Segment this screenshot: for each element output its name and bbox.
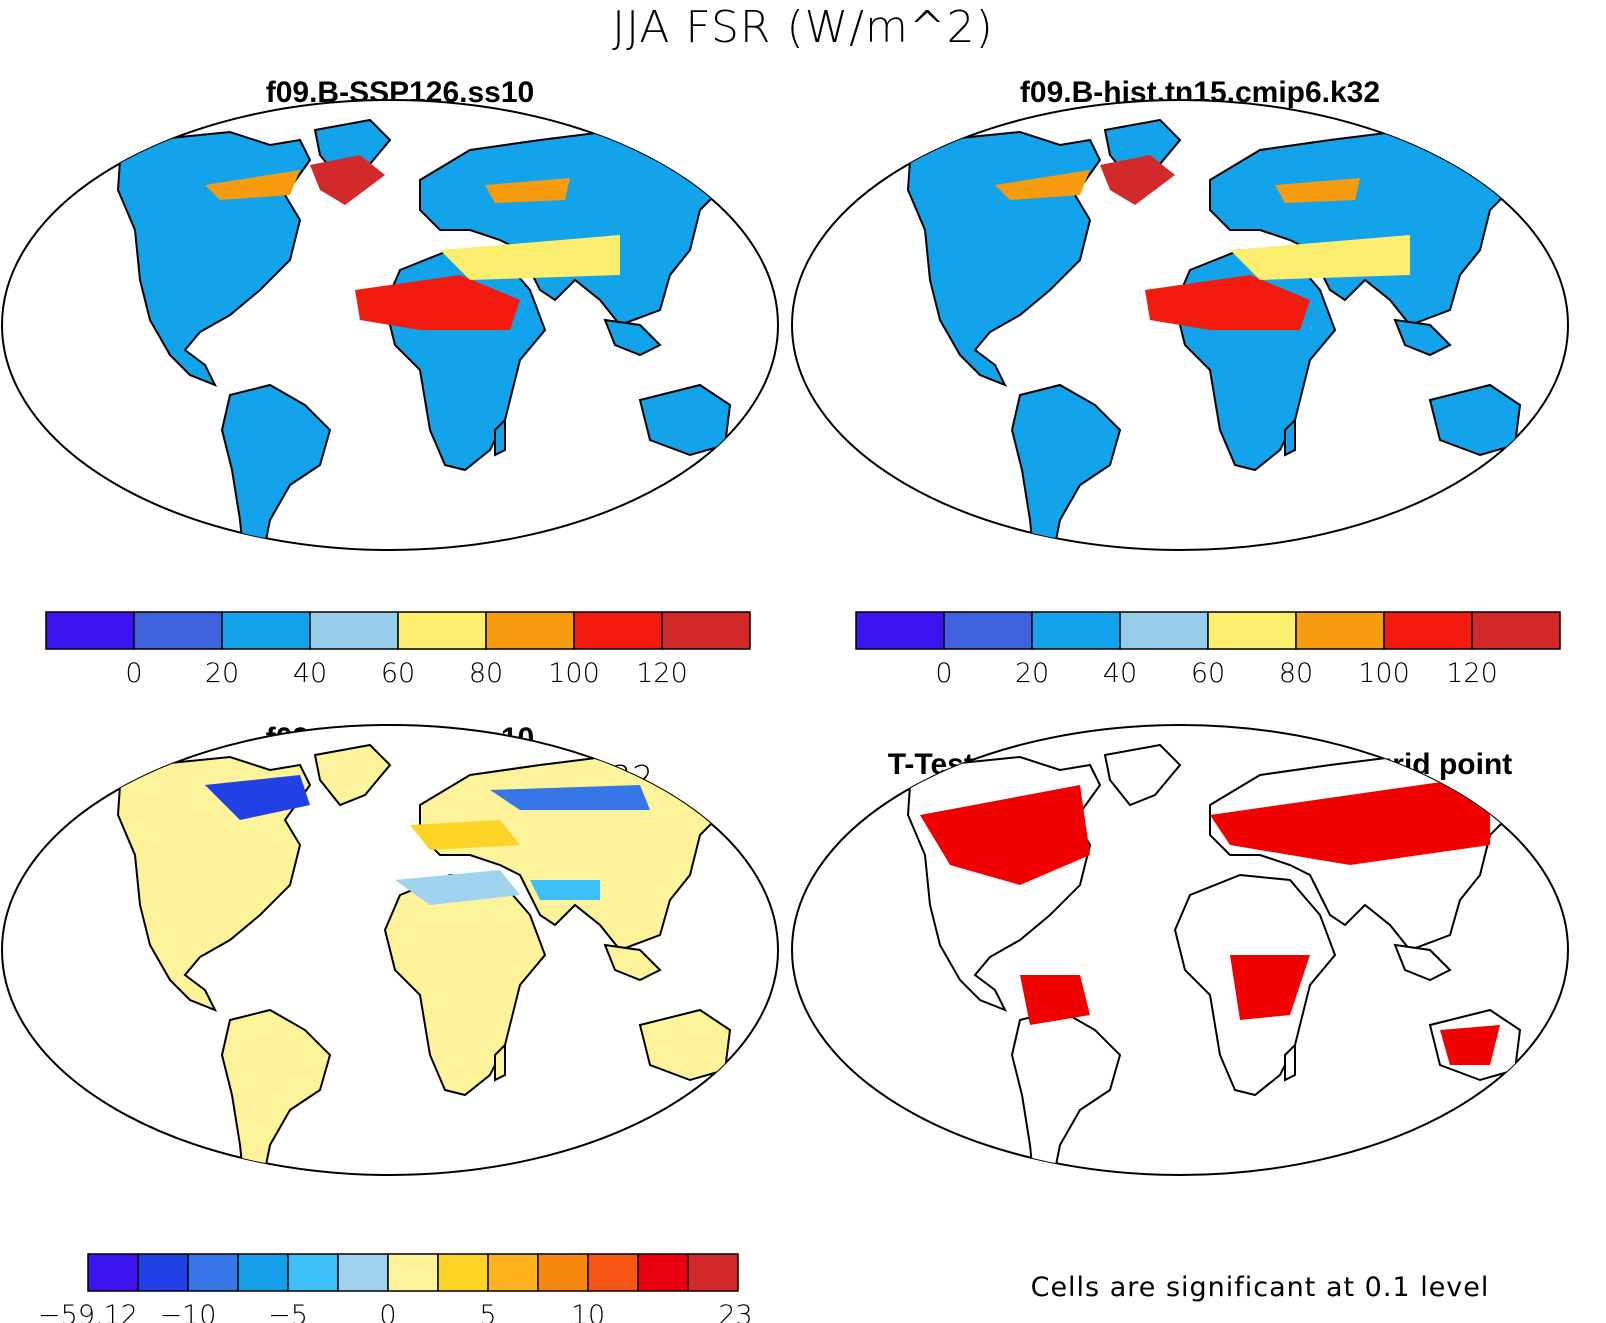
colorbar-swatch (187, 1253, 239, 1292)
colorbar-tick-label: 10 (571, 1300, 605, 1323)
colorbar-swatch (237, 1253, 289, 1292)
colorbar-tick-label: 80 (1279, 658, 1313, 689)
colorbar-swatch (573, 611, 663, 650)
colorbar-swatch (637, 1253, 689, 1292)
colorbar-tick-label: 0 (379, 1300, 396, 1323)
colorbar-tick-label: 60 (1191, 658, 1225, 689)
colorbar-control: 0 20 40 60 80 100 120 (855, 611, 1561, 689)
colorbar-swatch (1471, 611, 1561, 650)
colorbar-swatch (337, 1253, 389, 1292)
colorbar-swatch (45, 611, 135, 650)
colorbar-tick-label: −10 (160, 1300, 217, 1323)
colorbar-swatch (855, 611, 945, 650)
colorbar-case: 0 20 40 60 80 100 120 (45, 611, 751, 689)
colorbar-tick-label: 0 (935, 658, 952, 689)
colorbar-swatch (487, 1253, 539, 1292)
colorbar-swatch (137, 1253, 189, 1292)
colorbar-tick-label: 40 (293, 658, 327, 689)
colorbar-tick-label: 100 (1358, 658, 1410, 689)
colorbar-swatch (1207, 611, 1297, 650)
colorbar-swatch (1295, 611, 1385, 650)
colorbar-tick-label: 5 (479, 1300, 496, 1323)
colorbar-swatch (133, 611, 223, 650)
colorbar-swatch (1383, 611, 1473, 650)
colorbar-swatch (661, 611, 751, 650)
figure-title: JJA FSR (W/m^2) (612, 2, 994, 53)
colorbar-swatch (87, 1253, 139, 1292)
significance-note: Cells are significant at 0.1 level (1030, 1272, 1490, 1303)
map-case (1, 99, 779, 551)
colorbar-tick-label: 40 (1103, 658, 1137, 689)
colorbar-tick-label: 120 (1446, 658, 1498, 689)
colorbar-swatch (1031, 611, 1121, 650)
colorbar-tick-label: 23 (718, 1300, 752, 1323)
colorbar-swatch (943, 611, 1033, 650)
map-control (791, 99, 1569, 551)
colorbar-swatch (587, 1253, 639, 1292)
colorbar-swatch (287, 1253, 339, 1292)
map-difference (1, 724, 779, 1176)
colorbar-tick-label: 20 (1015, 658, 1049, 689)
colorbar-tick-label: 0 (125, 658, 142, 689)
colorbar-swatch (1119, 611, 1209, 650)
colorbar-tick-label: 120 (636, 658, 688, 689)
colorbar-swatch (537, 1253, 589, 1292)
colorbar-tick-label: −59.12 (38, 1300, 138, 1323)
colorbar-swatch (397, 611, 487, 650)
colorbar-swatch (309, 611, 399, 650)
colorbar-tick-label: 20 (205, 658, 239, 689)
colorbar-swatch (485, 611, 575, 650)
colorbar-swatch (687, 1253, 739, 1292)
colorbar-tick-label: 80 (469, 658, 503, 689)
colorbar-swatch (437, 1253, 489, 1292)
colorbar-difference: −59.12 −10 −5 0 5 10 23 (38, 1253, 753, 1323)
colorbar-tick-label: −5 (268, 1300, 308, 1323)
colorbar-swatch (387, 1253, 439, 1292)
map-ttest (791, 724, 1569, 1176)
colorbar-tick-label: 100 (548, 658, 600, 689)
colorbar-swatch (221, 611, 311, 650)
colorbar-tick-label: 60 (381, 658, 415, 689)
